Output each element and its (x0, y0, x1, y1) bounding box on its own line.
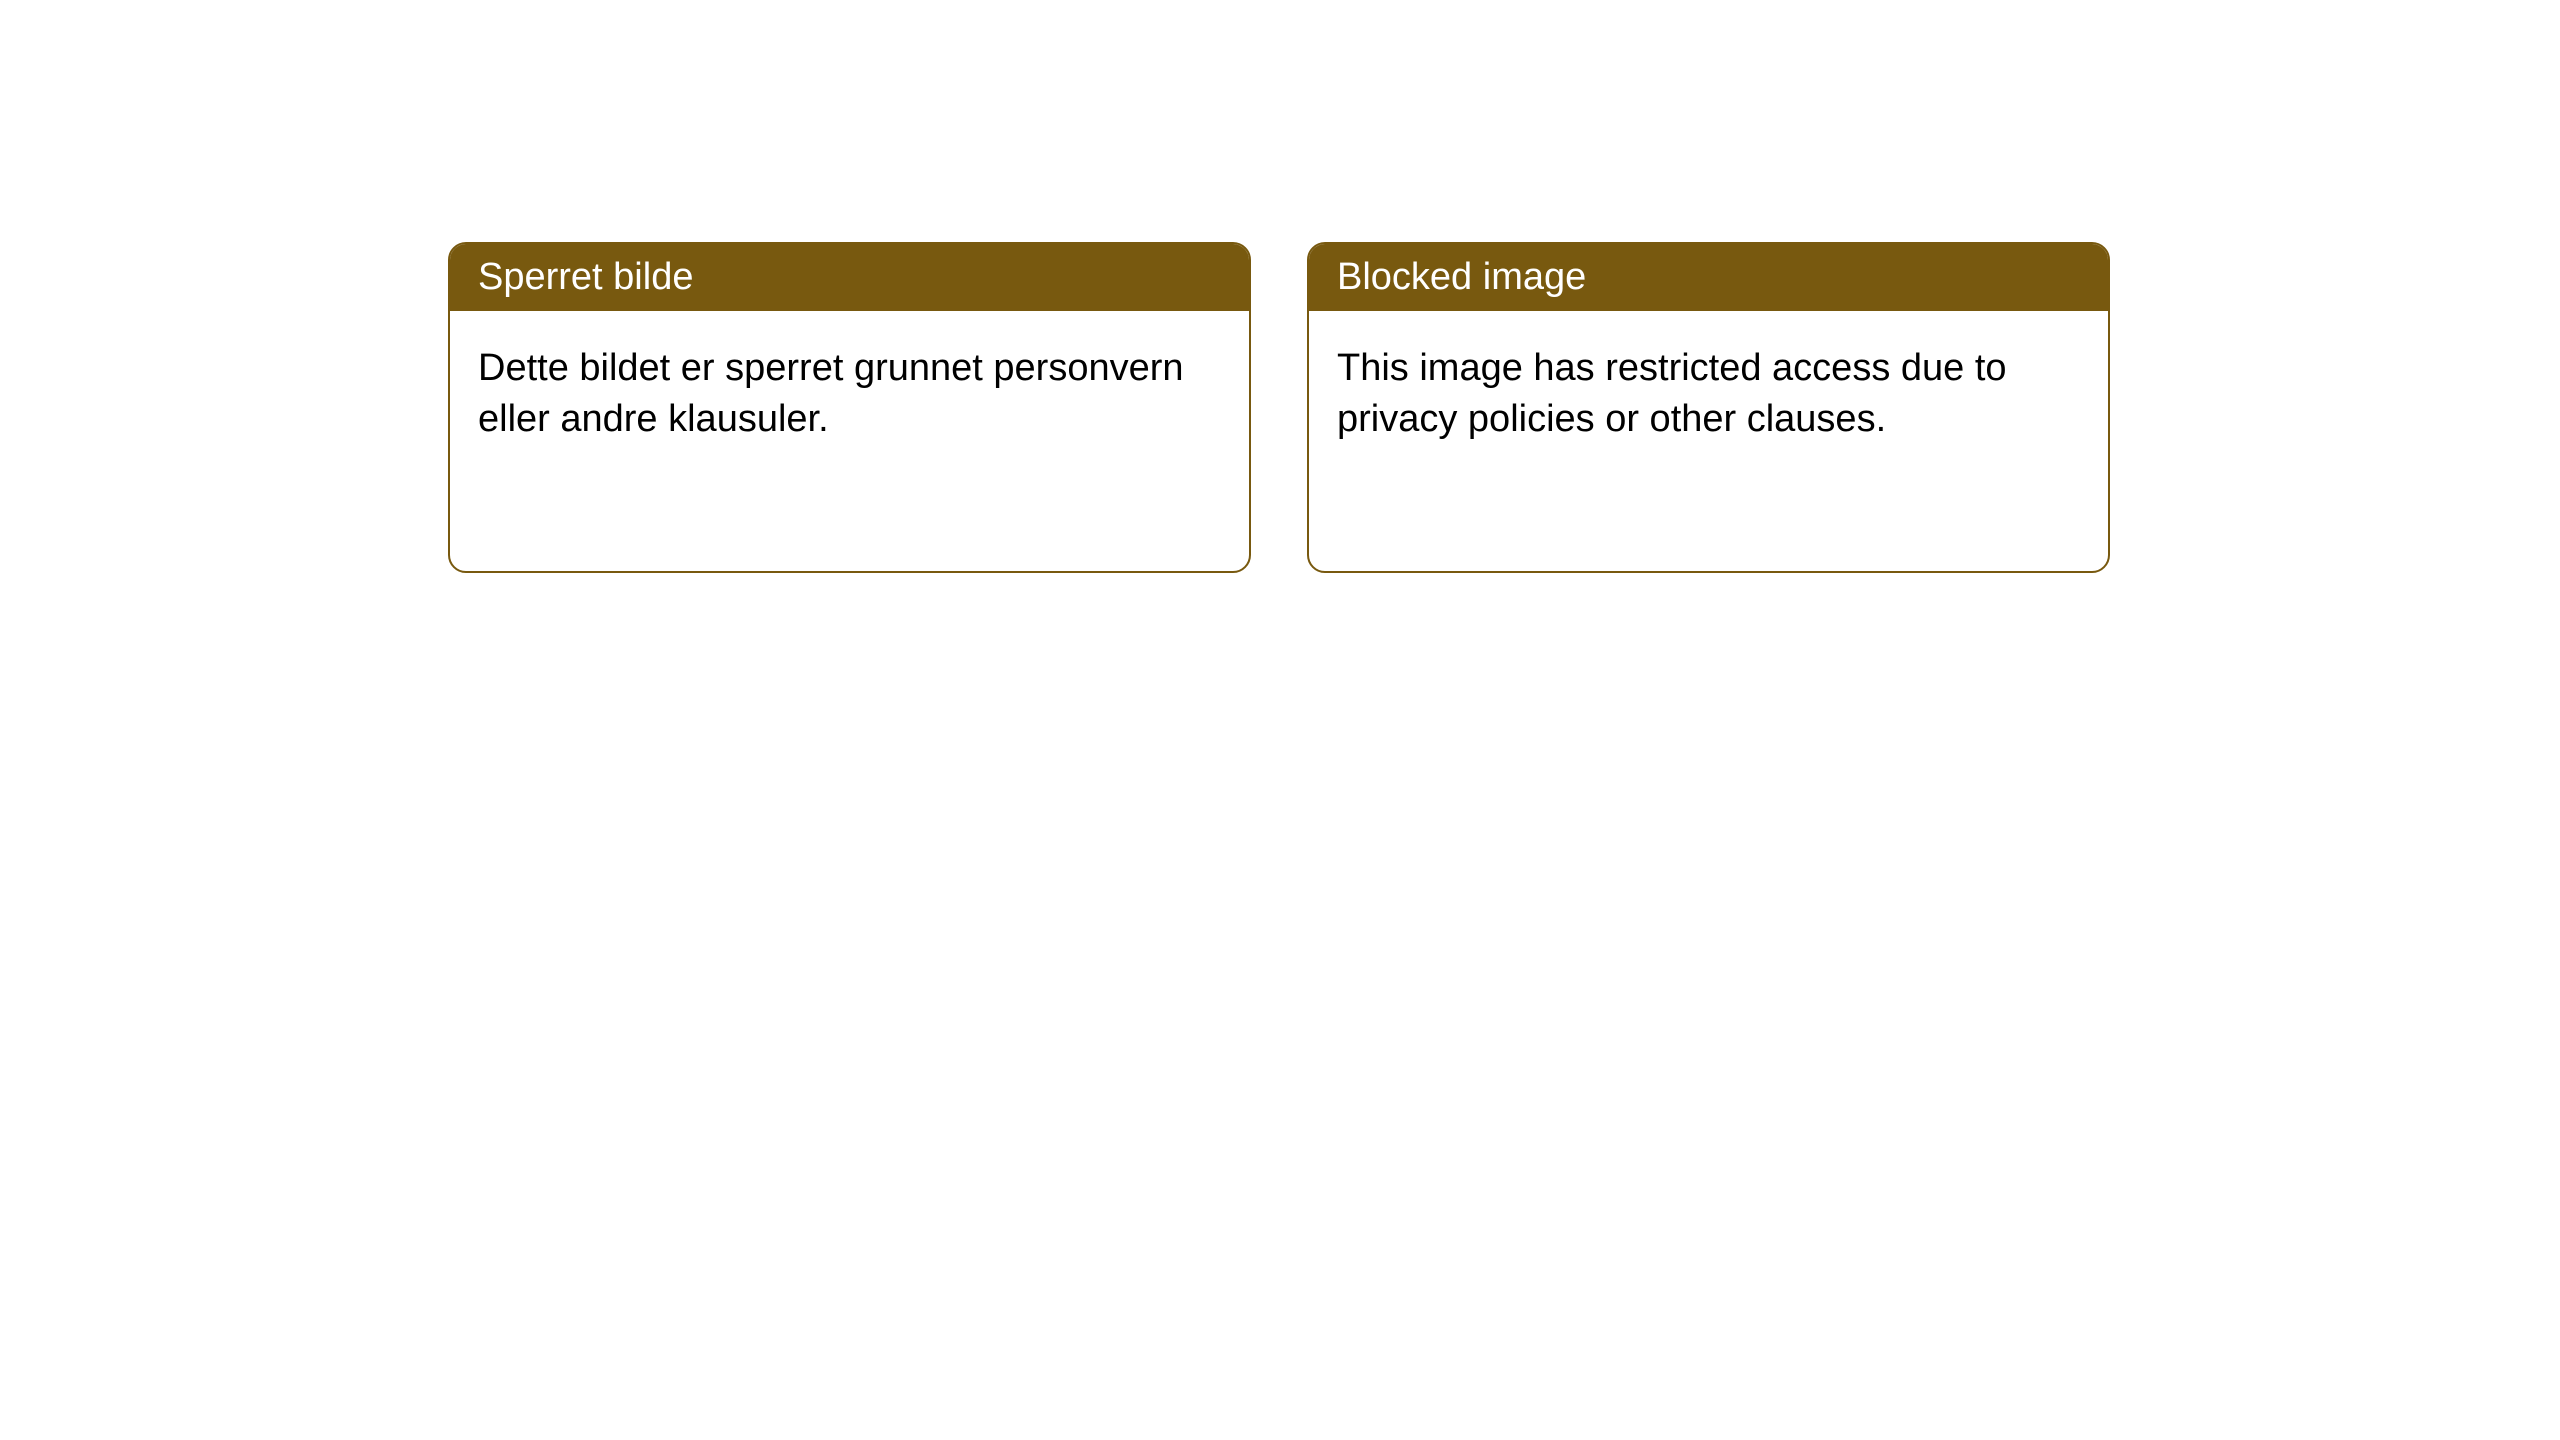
notice-container: Sperret bilde Dette bildet er sperret gr… (0, 0, 2560, 573)
notice-title-norwegian: Sperret bilde (450, 244, 1249, 311)
notice-card-norwegian: Sperret bilde Dette bildet er sperret gr… (448, 242, 1251, 573)
notice-title-english: Blocked image (1309, 244, 2108, 311)
notice-body-norwegian: Dette bildet er sperret grunnet personve… (450, 311, 1249, 571)
notice-body-english: This image has restricted access due to … (1309, 311, 2108, 571)
notice-card-english: Blocked image This image has restricted … (1307, 242, 2110, 573)
